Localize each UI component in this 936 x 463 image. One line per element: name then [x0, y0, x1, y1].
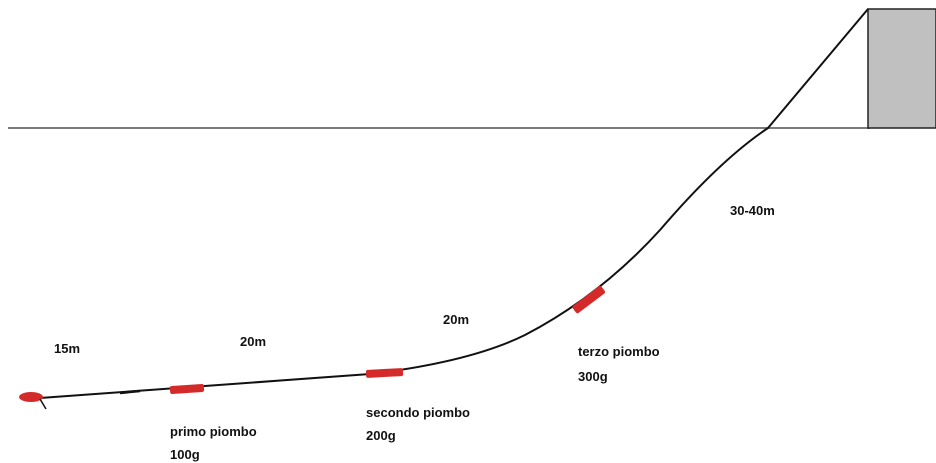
segment-label-30-40m: 30-40m: [730, 203, 775, 218]
primo-piombo-weight: 100g: [170, 447, 200, 462]
secondo-piombo-weight: 200g: [366, 428, 396, 443]
sinker-secondo: [365, 368, 404, 378]
lure-hook: [39, 398, 47, 410]
segment-label-15m: 15m: [54, 341, 80, 356]
line-mark: [119, 389, 141, 395]
boat: [867, 8, 936, 129]
sinker-primo: [169, 383, 205, 395]
sinker-terzo: [572, 285, 605, 314]
terzo-piombo-label: terzo piombo: [578, 344, 660, 359]
lure: [19, 392, 43, 402]
segment-label-20m-second: 20m: [443, 312, 469, 327]
segment-label-20m-first: 20m: [240, 334, 266, 349]
primo-piombo-label: primo piombo: [170, 424, 257, 439]
terzo-piombo-weight: 300g: [578, 369, 608, 384]
secondo-piombo-label: secondo piombo: [366, 405, 470, 420]
